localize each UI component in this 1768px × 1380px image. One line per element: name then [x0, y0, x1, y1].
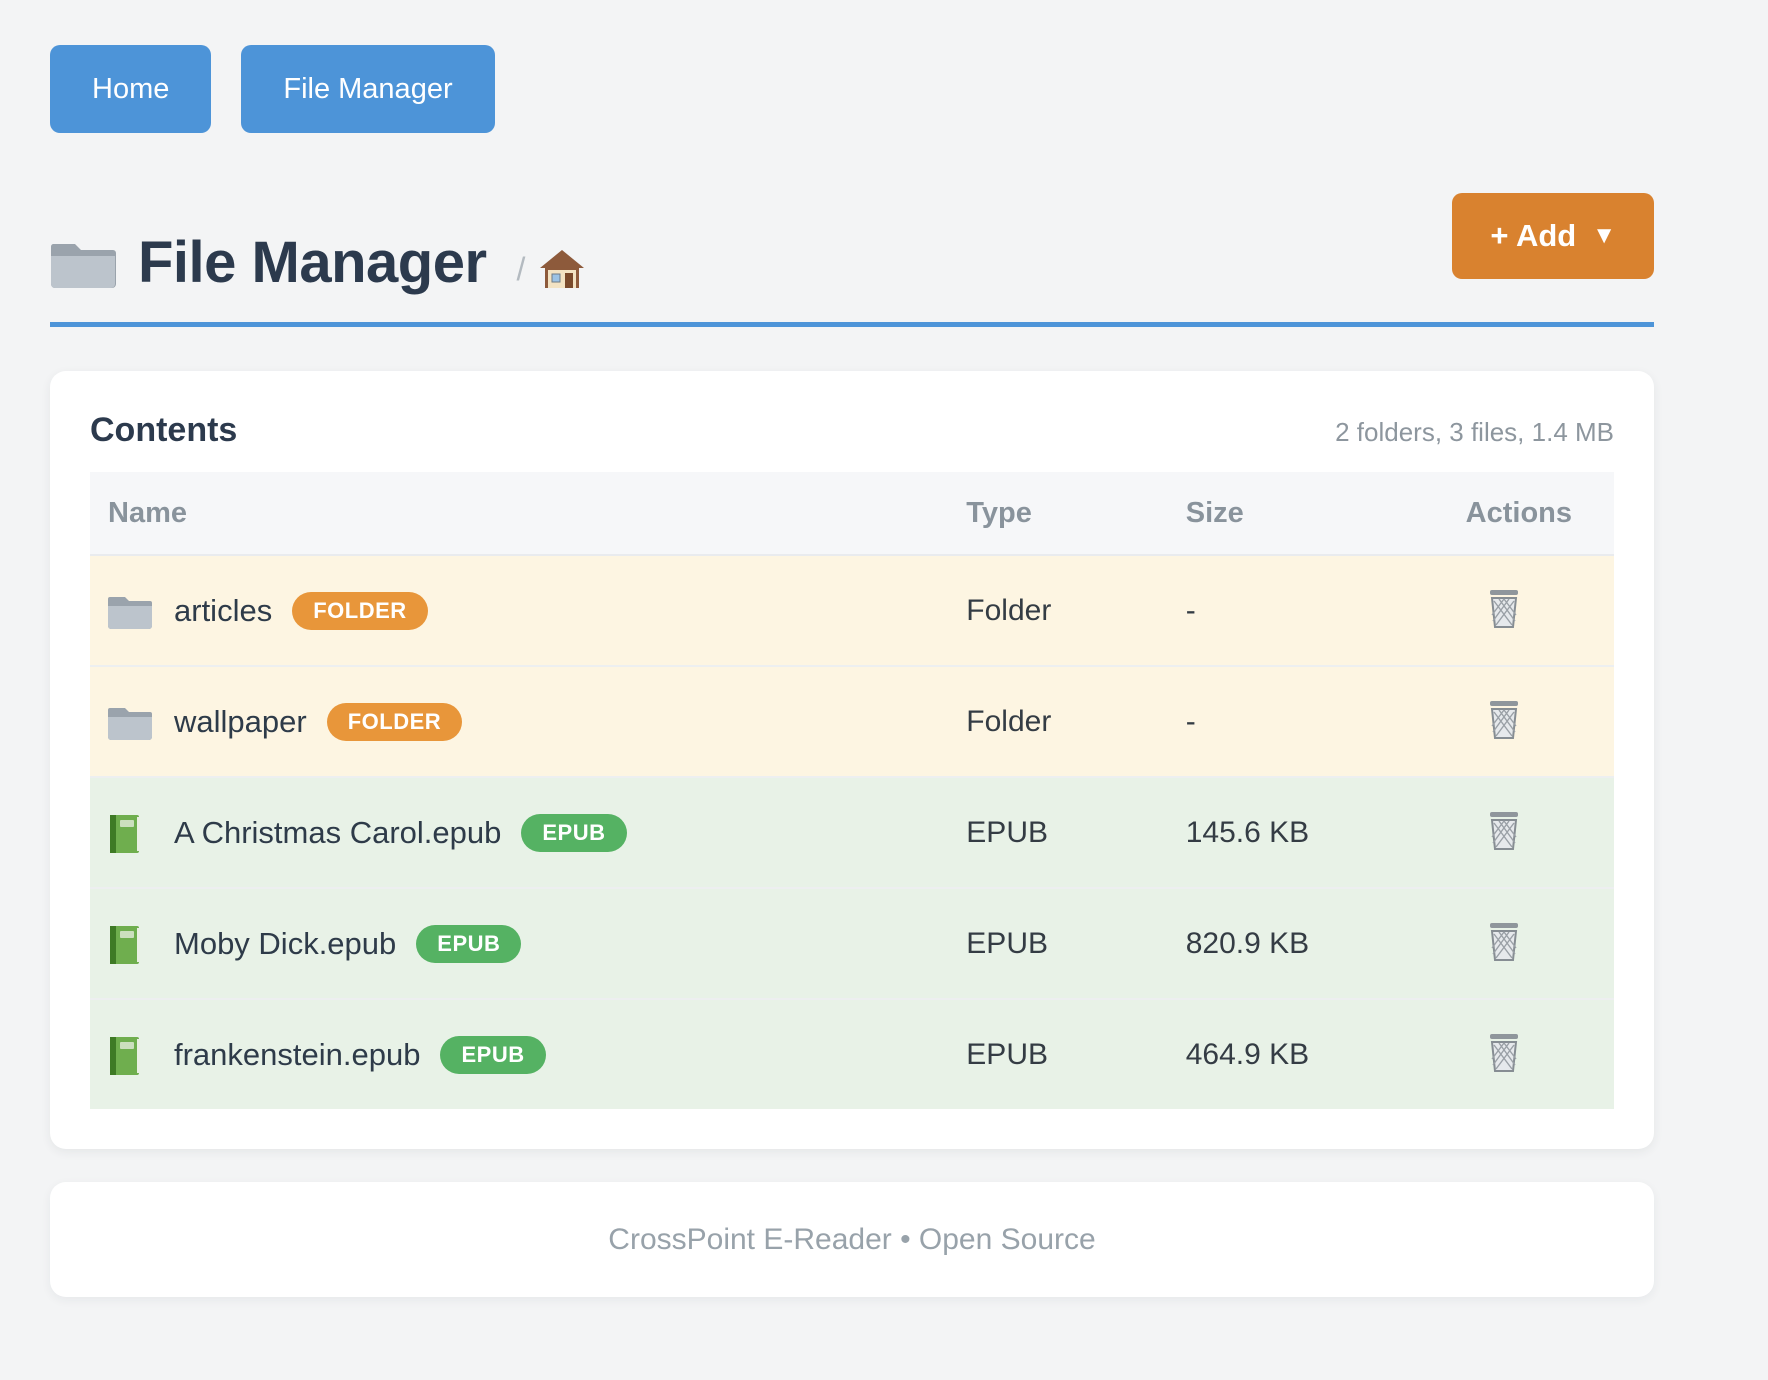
cell-type: Folder — [966, 665, 1186, 777]
column-header-size: Size — [1185, 472, 1401, 556]
delete-button[interactable] — [1482, 1029, 1526, 1077]
caret-down-icon: ▼ — [1592, 222, 1616, 249]
delete-button[interactable] — [1482, 807, 1526, 855]
table-body: articles FOLDER Folder - wallpape — [90, 555, 1614, 1109]
cell-size: - — [1185, 593, 1196, 627]
book-icon — [108, 814, 152, 853]
trash-icon — [1486, 922, 1522, 962]
table-row[interactable]: Moby Dick.epub EPUB EPUB 820.9 KB — [90, 887, 1614, 999]
trash-icon — [1486, 811, 1522, 851]
page-title: File Manager — [138, 230, 487, 295]
table-header-row: Name Type Size Actions — [90, 472, 1614, 556]
book-icon — [108, 1036, 152, 1075]
type-badge: EPUB — [521, 813, 627, 852]
home-icon[interactable] — [539, 248, 585, 290]
column-header-type: Type — [966, 472, 1186, 556]
breadcrumb-separator: / — [516, 251, 526, 287]
page-header: File Manager / + Add ▼ — [50, 193, 1654, 296]
column-header-name: Name — [90, 472, 967, 556]
cell-type: Folder — [966, 593, 1052, 627]
column-header-actions: Actions — [1400, 472, 1614, 556]
type-badge: EPUB — [440, 1035, 546, 1074]
footer: CrossPoint E-Reader • Open Source — [50, 1182, 1654, 1297]
type-badge: FOLDER — [292, 591, 428, 630]
cell-size: - — [1185, 665, 1401, 777]
table-row[interactable]: wallpaper FOLDER Folder - — [90, 665, 1614, 777]
file-name[interactable]: A Christmas Carol.epub — [174, 814, 502, 850]
cell-size: 145.6 KB — [1185, 776, 1401, 888]
folder-icon — [108, 592, 152, 630]
contents-header: Contents 2 folders, 3 files, 1.4 MB — [90, 411, 1614, 450]
trash-icon — [1486, 589, 1522, 629]
file-name[interactable]: articles — [174, 592, 273, 628]
book-icon — [108, 925, 152, 964]
delete-button[interactable] — [1482, 918, 1526, 966]
add-button-label: + Add — [1490, 218, 1577, 253]
cell-type: EPUB — [966, 776, 1186, 888]
home-button[interactable]: Home — [50, 45, 212, 133]
cell-size: 820.9 KB — [1185, 887, 1401, 999]
type-badge: EPUB — [416, 924, 522, 963]
table-row[interactable]: A Christmas Carol.epub EPUB EPUB 145.6 K… — [90, 776, 1614, 888]
folder-icon — [108, 703, 152, 741]
contents-heading: Contents — [90, 411, 238, 449]
add-button[interactable]: + Add ▼ — [1452, 193, 1654, 279]
page: Home File Manager File Manager / + Add ▼ — [50, 0, 1654, 1297]
file-table: Name Type Size Actions articles FOLDER F… — [90, 472, 1614, 1109]
table-row[interactable]: frankenstein.epub EPUB EPUB 464.9 KB — [90, 998, 1614, 1109]
trash-icon — [1486, 1033, 1522, 1073]
table-row[interactable]: articles FOLDER Folder - — [90, 555, 1614, 666]
cell-type: EPUB — [966, 887, 1186, 999]
cell-size: 464.9 KB — [1185, 998, 1401, 1109]
delete-button[interactable] — [1482, 585, 1526, 633]
title-divider — [50, 322, 1654, 327]
file-name[interactable]: Moby Dick.epub — [174, 925, 397, 961]
type-badge: FOLDER — [326, 702, 463, 741]
cell-type: EPUB — [966, 998, 1186, 1109]
trash-icon — [1486, 700, 1522, 740]
file-name[interactable]: wallpaper — [174, 703, 307, 739]
file-manager-button[interactable]: File Manager — [241, 45, 495, 133]
contents-summary: 2 folders, 3 files, 1.4 MB — [1335, 417, 1614, 447]
top-nav: Home File Manager — [50, 0, 1654, 133]
delete-button[interactable] — [1482, 696, 1526, 744]
footer-text: CrossPoint E-Reader • Open Source — [608, 1222, 1096, 1256]
folder-icon — [50, 236, 116, 290]
file-name[interactable]: frankenstein.epub — [174, 1036, 421, 1072]
contents-card: Contents 2 folders, 3 files, 1.4 MB Name… — [50, 371, 1654, 1149]
